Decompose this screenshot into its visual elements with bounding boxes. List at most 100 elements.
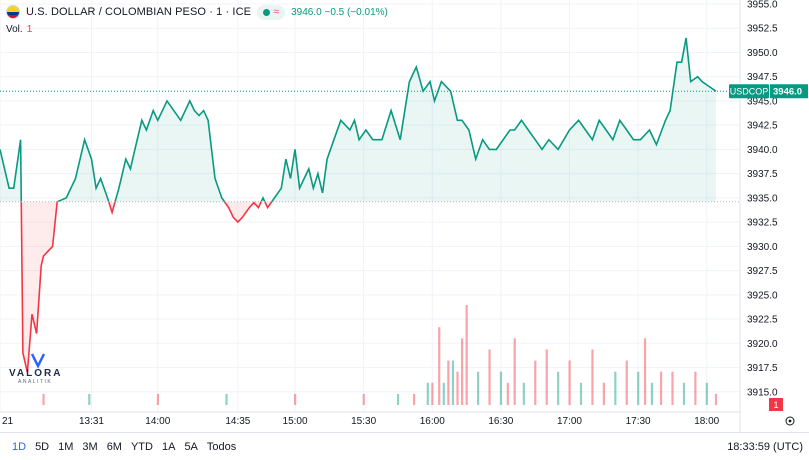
- volume-bar: [506, 382, 509, 405]
- volume-bar: [705, 382, 708, 405]
- volume-bar: [714, 393, 718, 405]
- volume-bar: [488, 349, 491, 405]
- range-button-6m[interactable]: 6M: [106, 441, 122, 453]
- y-tick-label: 3947.5: [747, 72, 778, 83]
- range-selector: 1D 5D 1M 3M 6M YTD 1A 5A Todos: [12, 441, 236, 453]
- volume-bar: [499, 371, 503, 405]
- approx-wave-icon: ≈: [273, 6, 280, 18]
- x-tick-label: 14:00: [145, 416, 170, 427]
- volume-bar: [614, 371, 617, 405]
- symbol-tag-label: USDCOP: [730, 87, 769, 97]
- price-area-down: [0, 201, 716, 373]
- volume-bar: [534, 360, 537, 405]
- price-line-up: [0, 37, 717, 202]
- volume-label: Vol.: [6, 24, 23, 35]
- y-tick-label: 3937.5: [747, 169, 778, 180]
- x-tick-label: 18:00: [694, 416, 719, 427]
- volume-bar: [650, 382, 654, 405]
- price-quote: 3946.0 −0.5 (−0.01%): [291, 6, 388, 18]
- x-tick-label: 14:35: [225, 416, 250, 427]
- volume-legend[interactable]: Vol. 1: [6, 24, 32, 35]
- volume-bar: [465, 305, 468, 405]
- volume-bar: [694, 371, 697, 405]
- range-button-3m[interactable]: 3M: [82, 441, 98, 453]
- chart-header: U.S. DOLLAR / COLOMBIAN PESO · 1 · ICE ≈…: [6, 4, 388, 20]
- range-button-1d[interactable]: 1D: [12, 441, 27, 453]
- volume-bar: [456, 371, 459, 405]
- volume-bar: [412, 393, 416, 405]
- x-tick-label: 17:00: [557, 416, 582, 427]
- y-tick-label: 3952.5: [747, 24, 778, 35]
- last-price-tag: [770, 84, 808, 99]
- y-tick-label: 3932.5: [747, 218, 778, 229]
- usd-cop-flag-icon: [6, 5, 20, 19]
- volume-bar: [156, 393, 160, 405]
- market-status-pill[interactable]: ≈: [257, 4, 286, 20]
- volume-bar: [637, 371, 640, 405]
- range-button-todos[interactable]: Todos: [206, 441, 237, 453]
- x-tick-label: 15:00: [283, 416, 308, 427]
- y-tick-label: 3940.0: [747, 145, 778, 156]
- volume-bar: [431, 382, 434, 405]
- symbol-title[interactable]: U.S. DOLLAR / COLOMBIAN PESO · 1 · ICE: [26, 6, 252, 18]
- volume-bar: [88, 393, 91, 405]
- volume-bar: [557, 371, 560, 405]
- volume-bar: [522, 382, 525, 405]
- volume-bar: [294, 393, 297, 405]
- settings-gear-icon[interactable]: [785, 416, 795, 426]
- y-tick-label: 3922.5: [747, 315, 778, 326]
- x-tick-label: 13:31: [79, 416, 104, 427]
- last-price-tag-label: 3946.0: [773, 87, 802, 98]
- volume-bar: [659, 371, 663, 405]
- y-tick-label: 3915.0: [747, 387, 778, 398]
- volume-bar: [438, 327, 441, 405]
- y-tick-label: 3942.5: [747, 121, 778, 132]
- volume-bar: [442, 382, 445, 405]
- y-tick-label: 3945.0: [747, 96, 778, 107]
- y-tick-label: 3925.0: [747, 290, 778, 301]
- volume-bar: [451, 360, 455, 405]
- volume-bar: [602, 382, 605, 405]
- market-open-dot-icon: [263, 8, 271, 16]
- range-button-1m[interactable]: 1M: [58, 441, 74, 453]
- logo-subtext: ANALITIK: [18, 379, 53, 385]
- utc-clock[interactable]: 18:33:59 (UTC): [727, 441, 803, 453]
- y-tick-label: 3930.0: [747, 242, 778, 253]
- valora-logo-icon: [30, 353, 46, 369]
- y-tick-label: 3950.0: [747, 48, 778, 59]
- volume-bar: [225, 393, 228, 405]
- logo-text: VALORA: [9, 368, 63, 379]
- x-tick-label: 15:30: [351, 416, 376, 427]
- range-button-1a[interactable]: 1A: [161, 441, 176, 453]
- volume-bar: [671, 371, 674, 405]
- bottom-toolbar: 1D 5D 1M 3M 6M YTD 1A 5A Todos 18:33:59 (UTC): [0, 432, 809, 460]
- range-button-ytd[interactable]: YTD: [130, 441, 153, 453]
- volume-bar: [579, 382, 583, 405]
- volume-bar: [396, 393, 400, 405]
- x-tick-label: 21: [2, 416, 14, 427]
- range-button-5d[interactable]: 5D: [35, 441, 50, 453]
- x-tick-label: 16:00: [420, 416, 445, 427]
- y-tick-label: 3935.0: [747, 193, 778, 204]
- volume-bar: [460, 338, 464, 405]
- volume-value-tag-label: 1: [773, 400, 778, 410]
- volume-value-tag: [769, 398, 783, 411]
- volume-bar: [513, 338, 516, 405]
- volume-bar: [568, 360, 571, 405]
- y-tick-label: 3927.5: [747, 266, 778, 277]
- y-tick-label: 3920.0: [747, 339, 778, 350]
- y-tick-label: 3917.5: [747, 363, 778, 374]
- volume-value: 1: [26, 24, 33, 35]
- volume-bar: [362, 393, 365, 405]
- x-tick-label: 16:30: [488, 416, 513, 427]
- volume-bar: [477, 371, 480, 405]
- volume-bar: [447, 360, 450, 405]
- symbol-tag: [729, 84, 769, 99]
- volume-bar: [545, 349, 548, 405]
- volume-bar: [426, 382, 429, 405]
- volume-bar: [42, 393, 45, 405]
- volume-bar: [591, 349, 594, 405]
- volume-bar: [682, 382, 686, 405]
- range-button-5a[interactable]: 5A: [184, 441, 198, 453]
